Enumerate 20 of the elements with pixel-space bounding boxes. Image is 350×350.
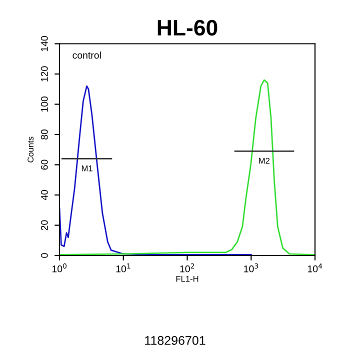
x-axis-title: FL1-H <box>176 276 198 282</box>
chart-title: HL-60 <box>158 20 218 36</box>
x-tick-label: 10$^{1}$ <box>116 264 130 272</box>
annotation: M1 <box>82 165 92 172</box>
y-tick-label: 20 <box>40 220 48 230</box>
y-tick-label: 100 <box>40 96 48 112</box>
x-tick-label: 10$^{3}$ <box>244 263 258 272</box>
x-tick-label: 10$^{2}$ <box>180 263 194 272</box>
x-tick-label: 10$^{0}$ <box>52 263 67 272</box>
annotation: M2 <box>259 158 270 164</box>
x-tick-label: 10$^{4}$ <box>308 264 322 272</box>
annotation: control <box>72 52 101 59</box>
y-tick-label: 40 <box>40 190 48 200</box>
y-tick-label: 60 <box>40 160 48 170</box>
y-tick-label: 140 <box>40 36 48 52</box>
y-axis-title: Counts <box>28 136 34 162</box>
y-tick-label: 0 <box>40 253 48 258</box>
text: 118296701 <box>145 336 206 345</box>
y-tick-label: 120 <box>40 66 48 82</box>
y-tick-label: 80 <box>40 129 48 140</box>
